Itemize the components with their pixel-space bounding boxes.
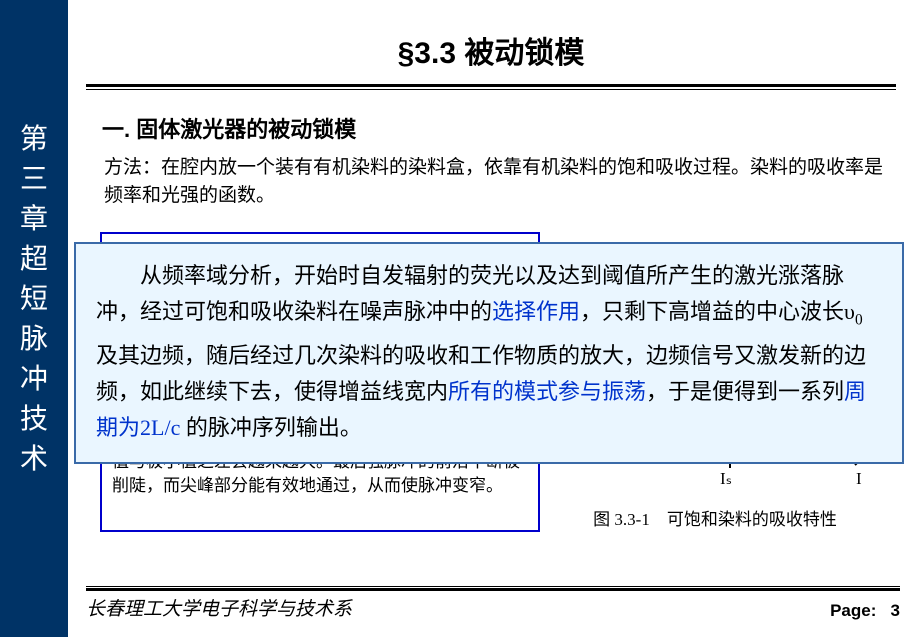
callout-blue: 所有的模式参与振荡 [448,379,646,404]
sidebar-char: 冲 [20,360,48,400]
slide-title: §3.3 被动锁模 [398,37,585,70]
sidebar-char: 技 [20,400,48,440]
highlight-callout: 从频率域分析，开始时自发辐射的荧光以及达到阈值所产生的激光涨落脉冲，经过可饱和吸… [74,242,904,464]
page-label: Page: [830,601,876,620]
rule-thick [86,84,896,87]
sidebar-char: 脉 [20,320,48,360]
callout-blue-latin: 2L/c [140,415,186,440]
sidebar-char: 超 [20,240,48,280]
section-paragraph: 方法：在腔内放一个装有有机染料的染料盒，依靠有机染料的饱和吸收过程。染料的吸收率… [86,154,896,210]
footer-affiliation: 长春理工大学电子科学与技术系 [86,594,352,621]
callout-seg: 的脉冲序列输出。 [186,415,362,440]
rule-thin [86,89,896,90]
x-marker-label: Iₛ [720,469,732,488]
chapter-sidebar: 第 三 章 超 短 脉 冲 技 术 [0,0,68,637]
footer-page: Page: 3 [830,601,900,621]
callout-blue: 选择作用 [492,299,580,324]
sidebar-char: 三 [20,160,48,200]
slide-page: 第 三 章 超 短 脉 冲 技 术 §3.3 被动锁模 一. 固体激光器的被动锁… [0,0,920,637]
nu-symbol: υ [844,299,855,324]
callout-seg: ，只剩下高增益的中心波长 [580,299,844,324]
title-row: §3.3 被动锁模 [86,28,896,72]
section-heading: 一. 固体激光器的被动锁模 [86,112,896,144]
figure-caption: 图 3.3-1 可饱和染料的吸收特性 [560,505,870,530]
footer-rule-thick [86,588,900,591]
sidebar-char: 第 [20,120,48,160]
slide-footer: 长春理工大学电子科学与技术系 Page: 3 [86,594,900,621]
nu-subscript: 0 [855,311,863,328]
sidebar-char: 短 [20,280,48,320]
sidebar-char: 章 [20,200,48,240]
sidebar-char: 术 [20,440,48,480]
x-axis-label: I [856,469,862,488]
callout-seg: ，于是便得到一系列 [646,379,844,404]
footer-rule-thin [86,586,900,587]
page-number: 3 [891,601,900,620]
